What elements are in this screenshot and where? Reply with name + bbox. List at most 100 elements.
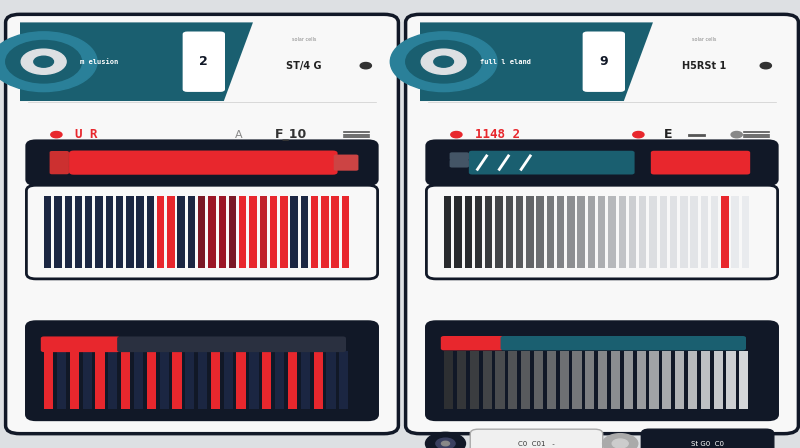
Bar (454, 196, 462, 268)
FancyBboxPatch shape (50, 158, 69, 167)
Bar (639, 196, 646, 268)
Bar (680, 196, 687, 268)
Polygon shape (20, 22, 253, 101)
Text: St G0  C0: St G0 C0 (691, 440, 724, 447)
FancyBboxPatch shape (582, 31, 625, 92)
FancyBboxPatch shape (26, 322, 378, 420)
Bar (637, 351, 646, 409)
Text: 1148 2: 1148 2 (474, 128, 520, 141)
Bar (75, 196, 82, 268)
Circle shape (360, 63, 371, 69)
Circle shape (34, 56, 54, 67)
Bar (598, 351, 607, 409)
Bar (618, 196, 626, 268)
Bar (485, 196, 493, 268)
Bar (465, 196, 472, 268)
Circle shape (406, 40, 482, 83)
Bar (546, 351, 556, 409)
Bar (650, 196, 657, 268)
Bar (262, 351, 271, 409)
Bar (314, 351, 322, 409)
Bar (611, 351, 620, 409)
Bar (237, 351, 246, 409)
Bar (588, 196, 595, 268)
Bar (106, 196, 113, 268)
Circle shape (612, 439, 628, 448)
Text: E: E (664, 128, 672, 141)
FancyBboxPatch shape (501, 336, 746, 350)
Bar (301, 196, 308, 268)
Bar (731, 196, 739, 268)
Bar (585, 351, 594, 409)
Bar (701, 196, 708, 268)
Text: full l eland: full l eland (480, 59, 531, 65)
Bar (495, 196, 502, 268)
FancyBboxPatch shape (50, 151, 69, 160)
Bar (250, 351, 258, 409)
Circle shape (0, 32, 97, 91)
Bar (339, 351, 349, 409)
Text: m elusion: m elusion (80, 59, 118, 65)
Bar (714, 351, 722, 409)
Bar (198, 351, 207, 409)
Circle shape (442, 441, 450, 446)
Bar (290, 196, 298, 268)
Bar (146, 351, 156, 409)
Bar (322, 196, 329, 268)
Bar (108, 351, 118, 409)
Bar (457, 351, 466, 409)
Text: solar cells: solar cells (692, 37, 716, 42)
Bar (711, 196, 718, 268)
Bar (136, 196, 144, 268)
Bar (259, 196, 267, 268)
Bar (537, 196, 544, 268)
Bar (172, 351, 182, 409)
Bar (167, 196, 174, 268)
Bar (185, 351, 194, 409)
Circle shape (390, 32, 497, 91)
FancyBboxPatch shape (426, 185, 778, 279)
Text: U R: U R (74, 128, 97, 141)
Bar (57, 351, 66, 409)
Bar (526, 196, 534, 268)
Bar (250, 196, 257, 268)
Circle shape (731, 132, 742, 138)
Text: solar cells: solar cells (292, 37, 316, 42)
Bar (508, 351, 518, 409)
FancyBboxPatch shape (334, 155, 358, 171)
Bar (726, 351, 735, 409)
Bar (146, 196, 154, 268)
Bar (95, 351, 105, 409)
Bar (82, 351, 92, 409)
Bar (444, 196, 451, 268)
FancyBboxPatch shape (41, 336, 120, 352)
Circle shape (436, 438, 455, 448)
Text: F_10: F_10 (275, 128, 307, 141)
Bar (239, 196, 246, 268)
Bar (690, 196, 698, 268)
FancyBboxPatch shape (426, 141, 778, 185)
Bar (546, 196, 554, 268)
FancyBboxPatch shape (441, 336, 504, 350)
Bar (229, 196, 236, 268)
Bar (598, 196, 606, 268)
Text: H5RSt 1: H5RSt 1 (682, 60, 726, 71)
Bar (326, 351, 335, 409)
Bar (567, 196, 574, 268)
Bar (521, 351, 530, 409)
Bar (629, 196, 636, 268)
Circle shape (760, 63, 771, 69)
Bar (470, 351, 479, 409)
FancyBboxPatch shape (426, 322, 778, 420)
Bar (516, 196, 523, 268)
Bar (65, 196, 72, 268)
Bar (482, 351, 492, 409)
Bar (280, 196, 287, 268)
Bar (54, 196, 62, 268)
Bar (311, 196, 318, 268)
Circle shape (434, 56, 454, 67)
Bar (44, 351, 54, 409)
FancyBboxPatch shape (450, 152, 469, 160)
FancyBboxPatch shape (50, 165, 69, 174)
FancyBboxPatch shape (406, 14, 798, 434)
